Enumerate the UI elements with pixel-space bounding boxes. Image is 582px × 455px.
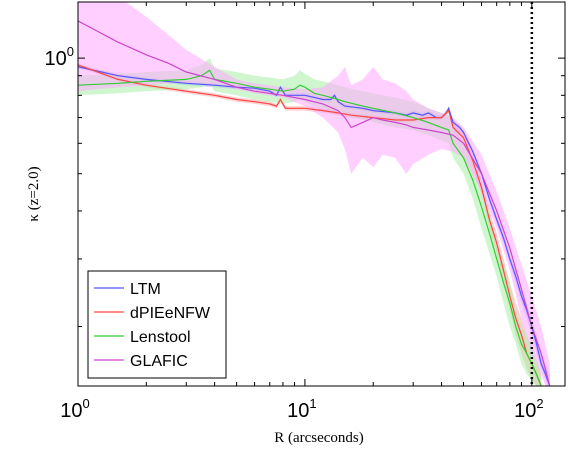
uncertainty-bands	[78, 2, 550, 386]
x-tick-label-exponent: 1	[309, 396, 316, 411]
x-tick-label-base: 10	[514, 400, 536, 422]
legend-label-glafic: GLAFIC	[130, 353, 188, 370]
x-tick-label-exponent: 0	[83, 396, 90, 411]
axis-ticks	[77, 2, 565, 386]
legend-label-lenstool: Lenstool	[130, 329, 191, 346]
band-lenstool	[78, 58, 542, 386]
x-tick-label: 102	[514, 396, 543, 422]
x-tick-label: 101	[287, 396, 316, 422]
legend: LTM dPIEeNFW Lenstool GLAFIC	[87, 270, 227, 379]
y-tick-label-exponent: 0	[67, 44, 74, 59]
x-axis-label: R (arcseconds)	[274, 430, 364, 446]
legend-label-ltm: LTM	[130, 281, 161, 298]
line-dpieenfw	[78, 64, 542, 386]
x-tick-label-exponent: 2	[536, 396, 543, 411]
plot-frame	[77, 1, 566, 387]
line-lenstool	[78, 69, 542, 386]
legend-label-dpieenfw: dPIEeNFW	[130, 305, 211, 322]
y-tick-label: 100	[45, 44, 74, 70]
x-tick-label-base: 10	[287, 400, 309, 422]
series-lines	[78, 20, 551, 386]
y-axis-label: κ (z=2.0)	[26, 166, 42, 221]
band-glafic	[78, 2, 550, 386]
x-tick-label: 100	[60, 396, 89, 422]
line-glafic	[78, 20, 551, 386]
y-tick-label-base: 10	[45, 48, 67, 70]
x-tick-label-base: 10	[60, 400, 82, 422]
